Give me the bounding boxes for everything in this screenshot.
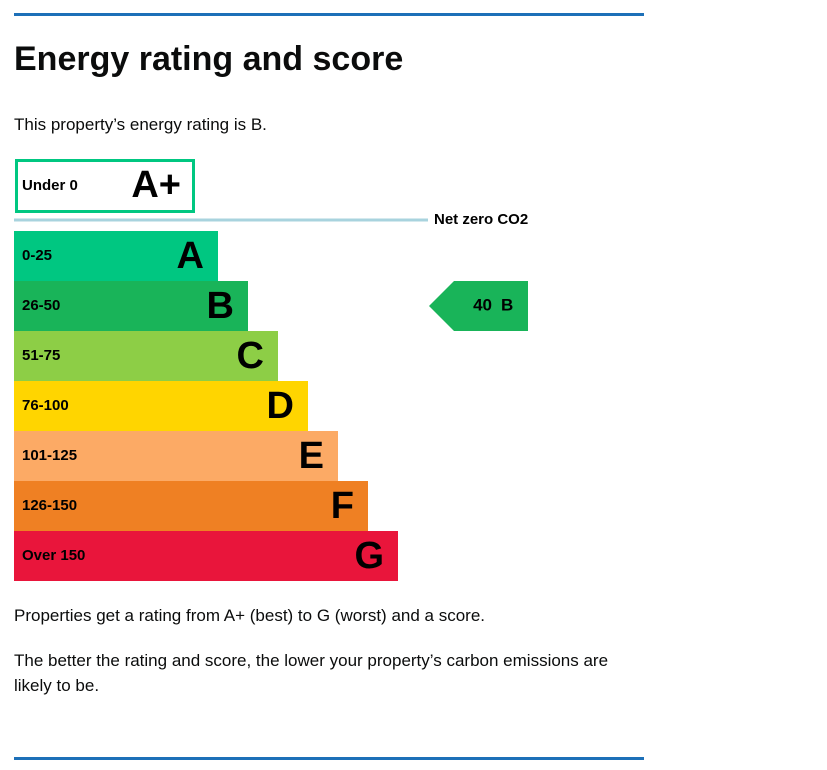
top-rule — [14, 13, 644, 16]
top-band-letter: A+ — [131, 164, 181, 206]
band-bar — [14, 481, 368, 531]
band-range: 51-75 — [22, 347, 60, 364]
band-letter: G — [354, 535, 384, 577]
bottom-rule — [14, 757, 644, 760]
current-score: 40 — [473, 295, 492, 314]
top-band-range: Under 0 — [22, 177, 78, 194]
heading: Energy rating and score — [14, 40, 404, 78]
top-band-box — [15, 159, 195, 213]
band-range: 26-50 — [22, 297, 60, 314]
band-range: Over 150 — [22, 547, 85, 564]
rating-chart: Under 0 A+ Net zero CO2 0-25 A 26-50 B 51-75… — [14, 159, 528, 581]
band-range: 76-100 — [22, 397, 69, 414]
band-letter: A — [177, 235, 204, 277]
band-letter: B — [207, 285, 234, 327]
intro: This property’s energy rating is B. — [14, 115, 267, 134]
footer-1: Properties get a rating from A+ (best) t… — [14, 606, 486, 625]
band-bar — [14, 381, 308, 431]
band-bar — [14, 231, 218, 281]
band-range: 0-25 — [22, 247, 52, 264]
current-letter: B — [501, 295, 513, 314]
current-rating-arrow — [429, 281, 528, 331]
net-zero-label: Net zero CO2 — [434, 211, 528, 228]
band-letter: E — [299, 435, 324, 477]
band-bar — [14, 281, 248, 331]
band-range: 101-125 — [22, 447, 77, 464]
band-bar — [14, 431, 338, 481]
footer-2: The better the rating and score, the low… — [14, 651, 609, 695]
band-letter: C — [237, 335, 264, 377]
band-bar — [14, 531, 398, 581]
band-letter: F — [331, 485, 354, 527]
band-bar — [14, 331, 278, 381]
band-range: 126-150 — [22, 497, 77, 514]
band-letter: D — [267, 385, 294, 427]
